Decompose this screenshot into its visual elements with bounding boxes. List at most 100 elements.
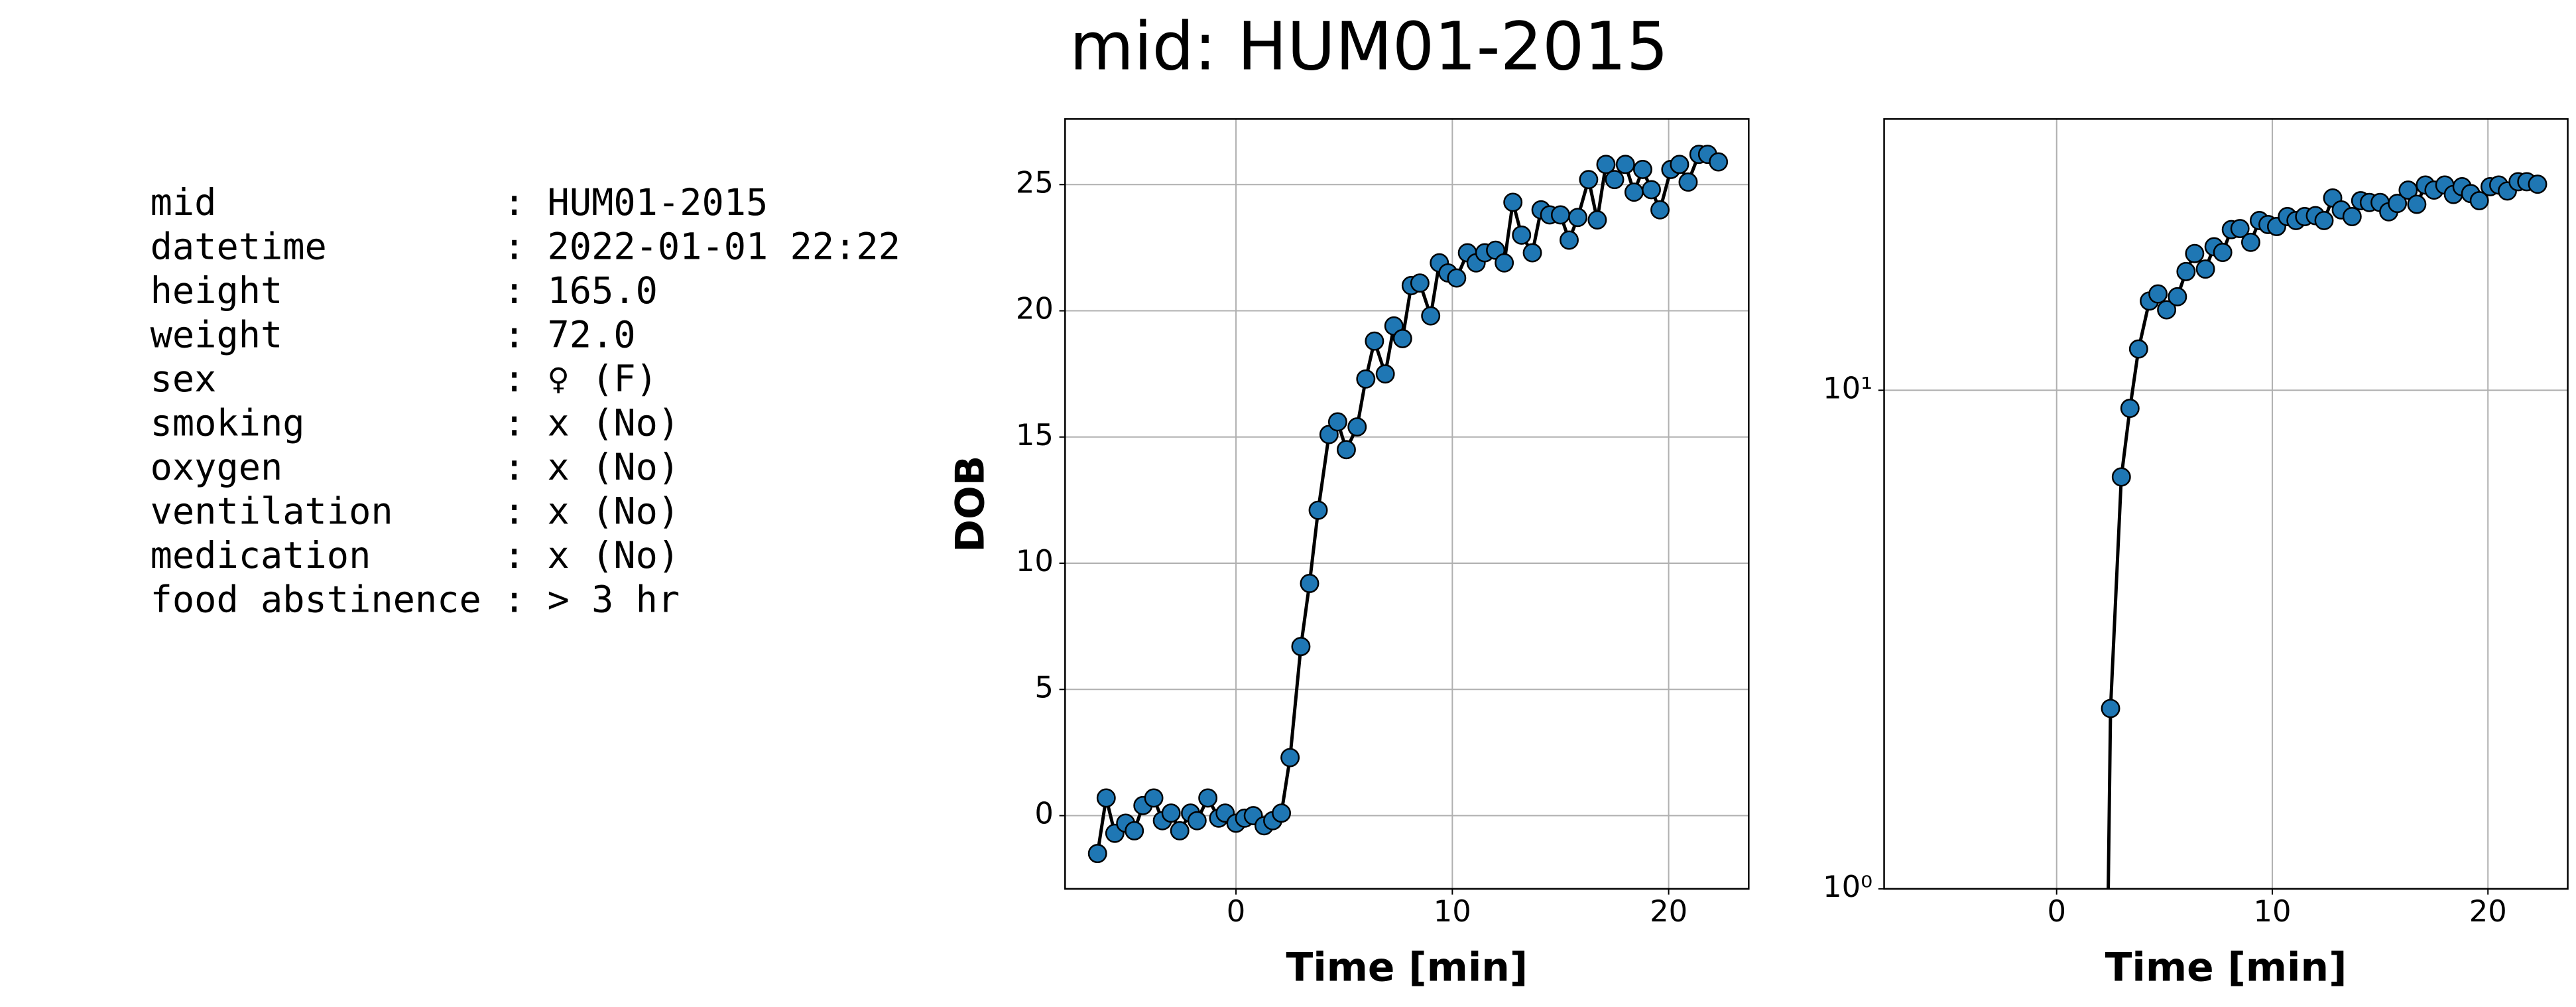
data-point	[1300, 574, 1319, 593]
data-point	[1670, 155, 1689, 174]
data-point	[2185, 243, 2205, 263]
data-point	[1392, 328, 1412, 348]
data-point	[2148, 284, 2168, 304]
data-point	[2195, 259, 2215, 279]
data-point	[2120, 399, 2140, 418]
info-line: mid : HUM01-2015	[151, 182, 768, 224]
data-point	[1375, 364, 1395, 384]
data-point	[2176, 261, 2196, 281]
data-point	[1579, 170, 1599, 190]
data-point	[2168, 287, 2187, 306]
data-point	[1337, 440, 1356, 460]
data-point	[1356, 369, 1376, 389]
data-point	[2157, 300, 2177, 320]
y-tick-label: 10⁰	[1823, 869, 1872, 904]
data-point	[2528, 174, 2547, 194]
x-tick-label: 10	[1434, 894, 1471, 929]
data-point	[2407, 194, 2427, 214]
data-point	[1125, 821, 1144, 840]
data-point	[1495, 253, 1514, 273]
data-point	[1560, 230, 1579, 250]
data-point	[1170, 821, 1190, 840]
data-point	[2469, 191, 2489, 210]
data-point	[1605, 170, 1625, 190]
plot: 0 10 20 10⁰ 10¹ Time [min]	[1823, 118, 2569, 991]
data-point	[2388, 194, 2408, 214]
data-point	[1291, 637, 1311, 657]
data-point	[1161, 803, 1181, 823]
data-point	[1642, 180, 1661, 200]
data-point	[1966, 957, 1983, 974]
x-tick-label: 20	[1650, 894, 1687, 929]
info-line: sex : ♀ (F)	[151, 358, 658, 401]
data-point	[2398, 180, 2418, 200]
info-line: datetime : 2022-01-01 22:22	[151, 226, 900, 268]
x-tick-label: 10	[2253, 894, 2291, 929]
data-point	[1709, 152, 1729, 172]
x-tick-label: 0	[1227, 894, 1246, 929]
info-line: oxygen : x (No)	[151, 446, 680, 489]
y-tick-label: 25	[1016, 165, 1054, 200]
data-point	[1272, 803, 1292, 823]
info-line: medication : x (No)	[151, 535, 680, 577]
data-point	[1918, 957, 1935, 974]
data-line	[1095, 153, 1720, 854]
data-point	[1624, 182, 1644, 202]
data-line	[2107, 180, 2538, 889]
figure-title: mid: HUM01-2015	[1070, 9, 1668, 86]
data-point	[1615, 155, 1635, 174]
x-tick-label: 20	[2469, 894, 2507, 929]
data-point	[1096, 788, 1116, 808]
data-point	[1280, 748, 1300, 768]
data-point	[1512, 225, 1532, 245]
info-line: smoking : x (No)	[151, 402, 680, 444]
data-point	[2101, 699, 2120, 718]
info-line: weight : 72.0	[151, 314, 636, 356]
y-tick-label: 20	[1016, 291, 1054, 326]
info-line: food abstinence : > 3 hr	[151, 578, 680, 621]
data-point	[2020, 957, 2037, 974]
y-tick-label: 10¹	[1823, 370, 1872, 405]
y-axis-label: DOB	[948, 456, 993, 553]
data-point	[1551, 205, 1570, 225]
data-point	[1365, 331, 1384, 351]
data-point	[1522, 243, 1542, 263]
info-line: height : 165.0	[151, 270, 658, 312]
info-line: ventilation : x (No)	[151, 490, 680, 533]
y-tick-label: 5	[1034, 669, 1054, 705]
y-tick-label: 0	[1034, 796, 1054, 831]
data-point	[1587, 210, 1607, 230]
data-point	[1347, 417, 1367, 437]
data-point	[2111, 467, 2131, 487]
data-point	[1144, 788, 1164, 808]
data-point	[2128, 339, 2148, 359]
x-tick-label: 0	[2047, 894, 2066, 929]
plot-frame	[1883, 118, 2569, 890]
data-point	[1327, 412, 1347, 432]
data-point	[1187, 811, 1207, 831]
x-axis-label: Time [min]	[1286, 945, 1528, 991]
y-tick-label: 10	[1016, 543, 1054, 578]
data-point	[1678, 172, 1698, 192]
data-point	[2213, 243, 2233, 262]
data-point	[1632, 160, 1652, 179]
plot-frame	[1064, 118, 1750, 890]
data-point	[2342, 207, 2362, 226]
data-point	[2314, 210, 2334, 230]
data-point	[1198, 788, 1218, 808]
data-point	[1503, 192, 1523, 212]
plot: 0 10 20 0 5 10 15 20 25 Time [min] DOB	[948, 118, 1750, 991]
data-point	[1421, 306, 1441, 326]
data-point	[1308, 500, 1328, 520]
data-point	[1410, 273, 1430, 293]
data-point	[2240, 232, 2260, 252]
data-point	[2230, 219, 2250, 238]
y-tick-label: 15	[1016, 417, 1054, 452]
data-point	[1650, 200, 1670, 220]
data-point	[1596, 155, 1616, 174]
x-axis-label: Time [min]	[2105, 945, 2347, 991]
data-point	[1447, 268, 1467, 288]
data-point	[1087, 844, 1107, 864]
